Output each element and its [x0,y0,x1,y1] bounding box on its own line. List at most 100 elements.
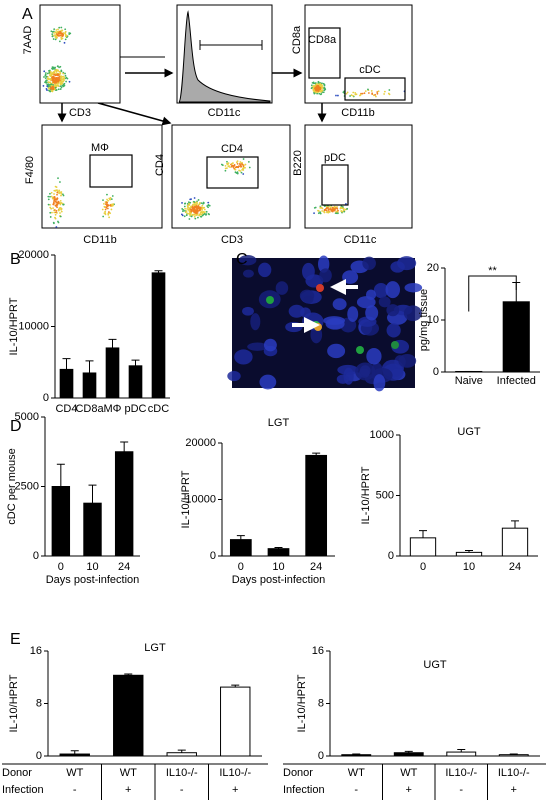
event-dot [55,34,58,37]
y-axis-label: IL-10/HPRT [180,470,192,528]
y-tick-label: 20000 [18,249,49,261]
gate [321,164,349,206]
event-dot [47,195,50,198]
x-axis-label: CD11b [83,234,116,246]
event-dot [51,211,53,214]
flow-plot: CD4 CD3 CD4 [154,124,291,246]
error-bar [124,673,133,676]
event-dot [57,73,60,76]
event-dot [184,207,187,210]
event-dot [61,29,64,32]
event-dot [59,88,62,90]
event-dot [248,166,251,169]
event-dot [53,196,56,199]
event-dot [44,81,46,84]
event-dot [61,33,64,35]
table-cell: - [354,784,358,796]
event-dot [181,207,184,210]
event-dot [111,195,114,197]
event-dot [198,206,201,209]
event-dot [49,192,51,195]
y-axis-label: CD4 [154,154,166,176]
event-dot [207,204,210,206]
event-dot [203,206,206,209]
event-dot [240,163,243,165]
event-dot [361,92,364,95]
event-dot [337,209,339,212]
event-dot [62,75,65,78]
event-dot [54,38,57,41]
x-axis-label: Days post-infection [46,574,140,586]
event-dot [58,207,61,210]
event-dot [59,215,62,218]
event-dot [320,92,323,95]
event-dot [59,32,62,35]
event-dot [240,165,242,168]
event-dot [321,210,324,212]
chart-title: LGT [268,417,290,429]
event-dot [53,193,55,195]
event-dot [52,203,55,206]
table-cell: + [511,784,517,796]
event-dot [193,201,196,203]
gate-label: CD4 [221,143,243,155]
event-dot [55,205,57,207]
event-dot [59,181,61,183]
event-dot [352,94,354,97]
event-dot [317,212,320,215]
event-dot [45,88,48,90]
event-dot [59,80,62,83]
event-dot [187,201,190,204]
event-dot [226,160,228,163]
x-tick-label: 10 [272,561,284,573]
event-dot [188,210,191,213]
bar [59,368,74,399]
event-dot [201,204,204,207]
nucleus [275,281,289,295]
event-dot [342,209,345,212]
event-dot [65,76,68,79]
event-dot [335,94,337,97]
event-dot [51,35,54,38]
event-dot [341,210,344,213]
y-axis-label: CD8a [291,25,303,54]
event-dot [195,209,198,212]
panel-label: C [236,251,248,268]
y-tick-label: 0 [36,750,42,762]
error-bar [312,452,321,456]
event-dot [58,189,61,192]
event-dot [198,214,201,217]
event-dot [56,189,58,192]
bar [166,752,197,757]
event-dot [56,197,59,200]
event-dot [60,76,63,79]
event-dot [55,77,58,80]
event-dot [203,212,206,215]
y-axis-label: cDC per mouse [6,448,18,524]
event-dot [207,213,210,215]
nucleus [373,374,386,392]
event-dot [54,66,56,69]
table-cell: - [459,784,463,796]
event-dot [54,213,57,216]
event-dot [55,209,58,212]
event-dot [104,208,107,211]
event-dot [54,86,57,89]
event-dot [107,199,110,202]
event-dot [237,166,240,169]
event-dot [183,205,186,208]
nucleus [303,295,314,304]
event-dot [242,167,245,170]
bar [229,539,252,557]
event-dot [54,198,56,201]
event-dot [53,189,56,192]
nucleus [318,255,330,273]
event-dot [322,91,325,94]
event-dot [316,91,319,94]
event-dot [55,226,58,228]
stain-spot [391,341,399,349]
error-bar [231,684,240,688]
event-dot [198,203,201,206]
y-axis-label: pg/mg tissue [418,289,430,351]
event-dot [342,208,345,210]
